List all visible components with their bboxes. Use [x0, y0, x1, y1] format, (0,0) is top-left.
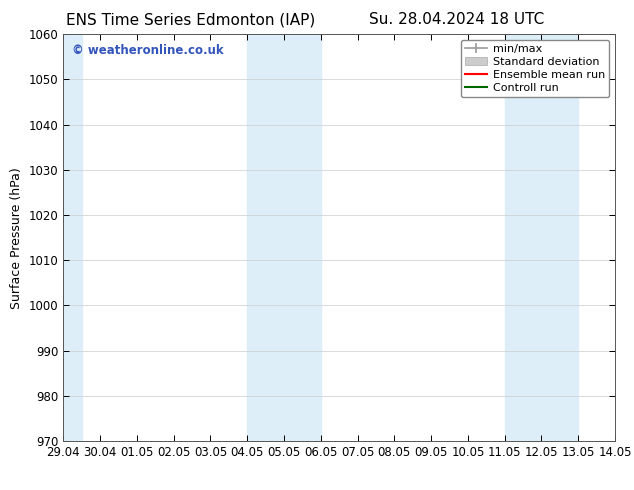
- Bar: [247, 34, 321, 441]
- Text: ENS Time Series Edmonton (IAP): ENS Time Series Edmonton (IAP): [65, 12, 315, 27]
- Text: © weatheronline.co.uk: © weatheronline.co.uk: [72, 45, 223, 57]
- Y-axis label: Surface Pressure (hPa): Surface Pressure (hPa): [10, 167, 23, 309]
- Legend: min/max, Standard deviation, Ensemble mean run, Controll run: min/max, Standard deviation, Ensemble me…: [460, 40, 609, 97]
- Text: Su. 28.04.2024 18 UTC: Su. 28.04.2024 18 UTC: [369, 12, 544, 27]
- Bar: [505, 34, 578, 441]
- Bar: [63, 34, 82, 441]
